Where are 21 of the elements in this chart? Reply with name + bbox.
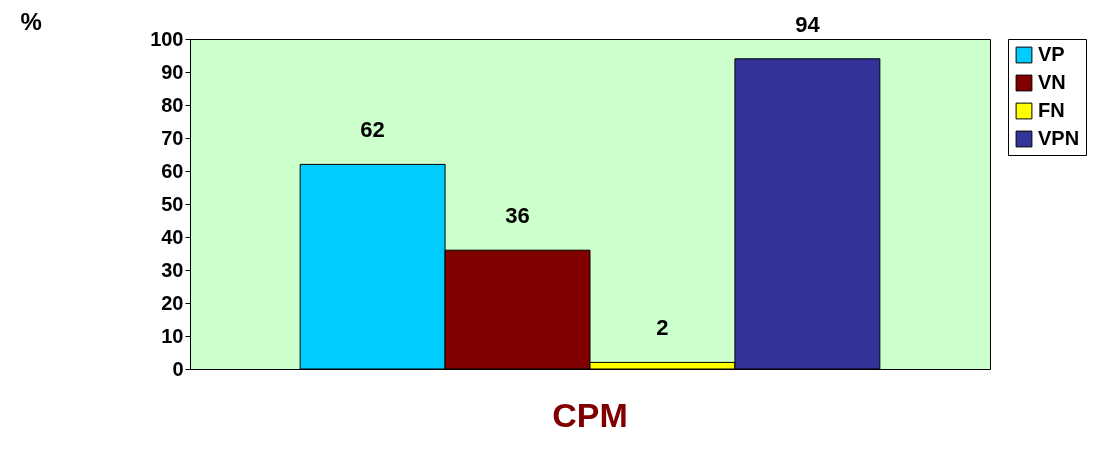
- legend-label: VN: [1038, 71, 1066, 93]
- data-label: 94: [795, 11, 821, 37]
- y-axis-title: %: [20, 7, 42, 35]
- y-tick-label: 80: [161, 93, 184, 116]
- data-label: 2: [656, 315, 669, 341]
- y-tick-label: 10: [161, 324, 184, 347]
- data-label: 62: [360, 117, 385, 143]
- y-tick-label: 0: [172, 357, 184, 380]
- legend-label: VPN: [1038, 127, 1080, 149]
- x-tick-label: CPM: [552, 395, 628, 434]
- y-tick-label: 40: [161, 225, 184, 248]
- legend-label: VP: [1038, 43, 1065, 65]
- y-tick-label: 30: [161, 258, 184, 281]
- y-tick-label: 70: [161, 126, 184, 149]
- y-tick-label: 100: [150, 27, 184, 50]
- legend-label: FN: [1038, 99, 1065, 121]
- y-tick-label: 20: [161, 291, 184, 314]
- y-tick-label: 90: [161, 60, 184, 83]
- data-label: 36: [505, 203, 530, 229]
- y-tick-label: 60: [161, 159, 184, 182]
- y-tick-label: 50: [161, 192, 184, 215]
